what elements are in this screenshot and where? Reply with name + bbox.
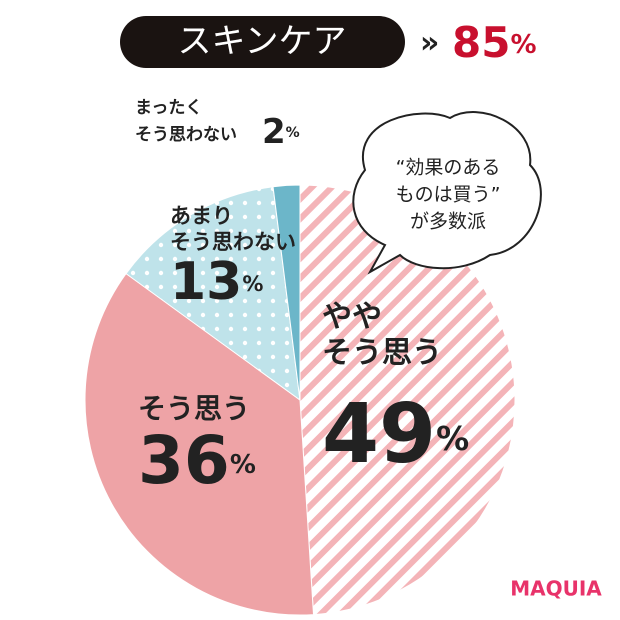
callout-line: “効果のある	[396, 157, 501, 179]
value-number: 36	[138, 422, 230, 499]
value-unit: %	[286, 125, 300, 141]
pie-slice	[125, 186, 301, 402]
slice-label: あまり	[170, 204, 233, 228]
slice-value: 36%	[138, 422, 256, 499]
pie-slice	[84, 272, 315, 616]
slice-label: そう思わない	[170, 230, 296, 254]
slice-label: そう思う	[138, 392, 250, 425]
value-unit: %	[436, 419, 469, 458]
pie	[84, 184, 516, 616]
pie-slice	[272, 184, 301, 401]
header-unit: %	[510, 30, 536, 60]
header-value: 85%	[452, 18, 537, 67]
slice-label: やや	[322, 300, 382, 335]
slice-value: 49%	[322, 387, 469, 482]
header-marker: »	[420, 26, 439, 61]
brand: MAQUIA	[510, 577, 602, 601]
slice-value: 2%	[262, 112, 300, 152]
callout-bubble	[352, 111, 542, 275]
value-unit: %	[230, 450, 256, 480]
header-label: スキンケア	[178, 22, 347, 62]
callout-line: ものは買う”	[396, 184, 501, 206]
callout: “効果のある ものは買う” が多数派	[352, 111, 542, 275]
value-number: 49	[322, 387, 436, 482]
callout-line: が多数派	[410, 211, 486, 233]
slice-label: まったく	[135, 98, 202, 118]
value-number: 2	[262, 112, 286, 152]
slice-label: そう思う	[322, 336, 442, 371]
value-number: 13	[170, 252, 242, 312]
slice-value: 13%	[170, 252, 263, 312]
slice-label: そう思わない	[135, 125, 237, 145]
header-pill	[120, 16, 405, 68]
value-unit: %	[242, 272, 263, 296]
header-number: 85	[452, 18, 510, 67]
